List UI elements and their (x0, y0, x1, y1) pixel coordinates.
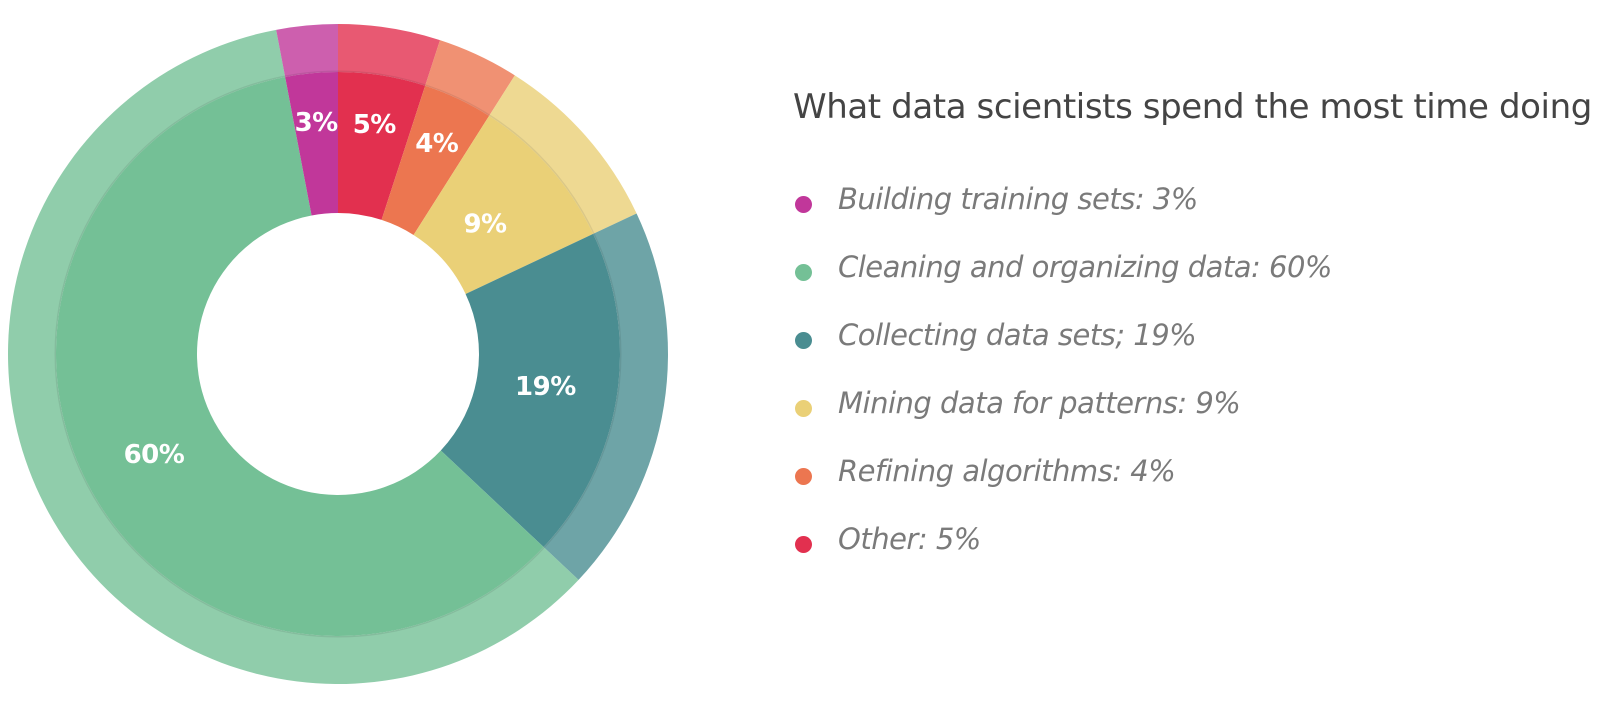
legend-label: Building training sets: 3% (838, 182, 1198, 216)
legend-item: Cleaning and organizing data: 60% (795, 250, 1332, 318)
legend-marker (795, 264, 812, 281)
outer-slice-refining-algorithms (425, 40, 515, 116)
legend-marker (795, 536, 812, 553)
chart-title: What data scientists spend the most time… (793, 87, 1592, 127)
slice-mining-data-for-patterns (413, 115, 594, 294)
slice-label-building-training-sets: 3% (295, 108, 339, 138)
legend-item: Building training sets: 3% (795, 182, 1332, 250)
slice-label-refining-algorithms: 4% (415, 129, 459, 159)
donut-chart: 5% 4% 9% 19% 60% 3% (7, 24, 669, 684)
legend-label: Other: 5% (838, 522, 981, 556)
outer-slice-other (338, 24, 440, 86)
legend-item: Mining data for patterns: 9% (795, 386, 1332, 454)
legend-item: Collecting data sets; 19% (795, 318, 1332, 386)
slice-labels: 5% 4% 9% 19% 60% 3% (124, 108, 577, 470)
slice-other (338, 72, 426, 220)
inner-ring (55, 72, 620, 636)
outer-slice-mining-data-for-patterns (489, 75, 637, 234)
legend-marker (795, 400, 812, 417)
outer-slice-cleaning-and-organizing-data (7, 29, 579, 684)
slice-label-mining-data-for-patterns: 9% (463, 209, 507, 239)
legend-item: Refining algorithms: 4% (795, 454, 1332, 522)
legend-marker (795, 332, 812, 349)
slice-refining-algorithms (381, 85, 490, 235)
slice-label-cleaning-and-organizing-data: 60% (124, 440, 185, 470)
outer-slice-collecting-data-sets (543, 213, 669, 580)
slice-collecting-data-sets (440, 233, 620, 548)
slice-cleaning-and-organizing-data (55, 76, 544, 636)
legend-label: Refining algorithms: 4% (838, 454, 1176, 488)
slice-label-collecting-data-sets: 19% (515, 372, 576, 402)
legend-item: Other: 5% (795, 522, 1332, 590)
legend-marker (795, 196, 812, 213)
slice-label-other: 5% (353, 110, 397, 140)
slice-building-training-sets (285, 72, 338, 216)
legend-label: Collecting data sets; 19% (838, 318, 1197, 352)
legend-label: Mining data for patterns: 9% (838, 386, 1241, 420)
legend-label: Cleaning and organizing data: 60% (838, 250, 1332, 284)
outer-slice-building-training-sets (276, 24, 338, 77)
outer-ring (7, 24, 669, 684)
chart-legend: Building training sets: 3% Cleaning and … (795, 182, 1332, 590)
legend-marker (795, 468, 812, 485)
